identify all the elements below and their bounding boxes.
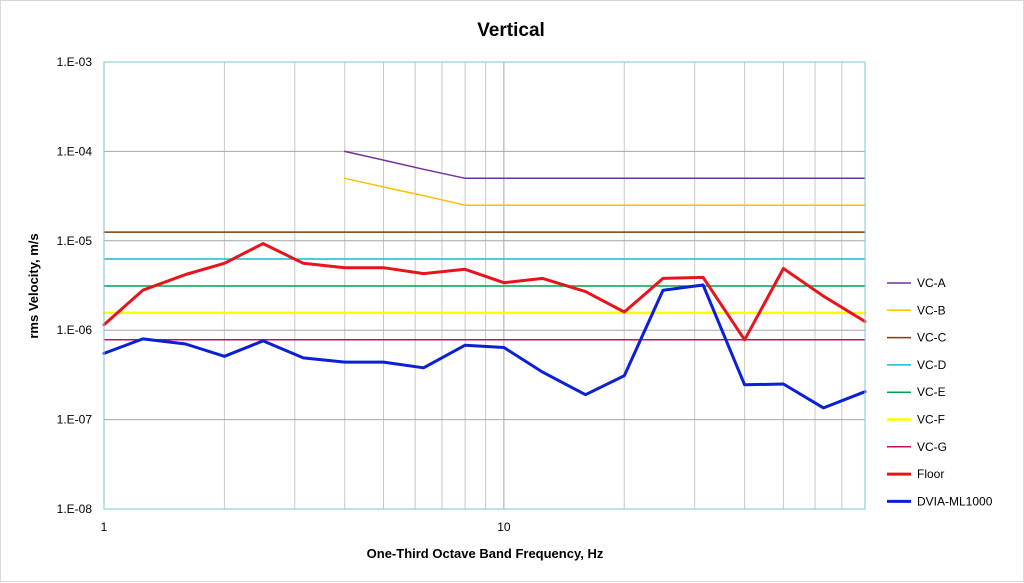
legend-label-vc-b: VC-B [917,303,946,317]
plot-area-border [103,61,866,510]
series-line-dvia-ml1000 [102,283,867,410]
legend-label-vc-e: VC-E [917,385,946,399]
x-tick-label: 1 [101,520,108,534]
series-line-floor [102,242,867,342]
legend: VC-A VC-B VC-C VC-D VC-E VC-F VC-G Floor DVIA-ML… [887,276,993,508]
legend-label-dvia-ml1000: DVIA-ML1000 [917,494,993,508]
legend-label-vc-f: VC-F [917,413,945,427]
legend-label-vc-g: VC-G [917,440,947,454]
series-line-vc-a [343,150,866,180]
legend-label-vc-d: VC-D [917,358,947,372]
y-axis-title: rms Velocity, m/s [26,233,41,338]
x-axis-title: One-Third Octave Band Frequency, Hz [367,546,604,561]
y-tick-label: 1.E-04 [57,144,93,158]
y-tick-label: 1.E-06 [57,323,93,337]
y-tick-label: 1.E-05 [57,234,93,248]
legend-label-vc-c: VC-C [917,331,947,345]
y-tick-label: 1.E-03 [57,55,93,69]
y-tick-label: 1.E-07 [57,413,93,427]
series-line-vc-b [343,177,866,206]
y-tick-label: 1.E-08 [57,502,93,516]
legend-label-vc-a: VC-A [917,276,946,290]
x-tick-labels: 1 10 [101,520,511,534]
y-tick-labels: 1.E-08 1.E-07 1.E-06 1.E-05 1.E-04 1.E-03 [57,55,93,516]
series-lines [102,150,867,410]
x-tick-label: 10 [497,520,511,534]
chart-title: Vertical [477,20,545,41]
legend-label-floor: Floor [917,467,944,481]
